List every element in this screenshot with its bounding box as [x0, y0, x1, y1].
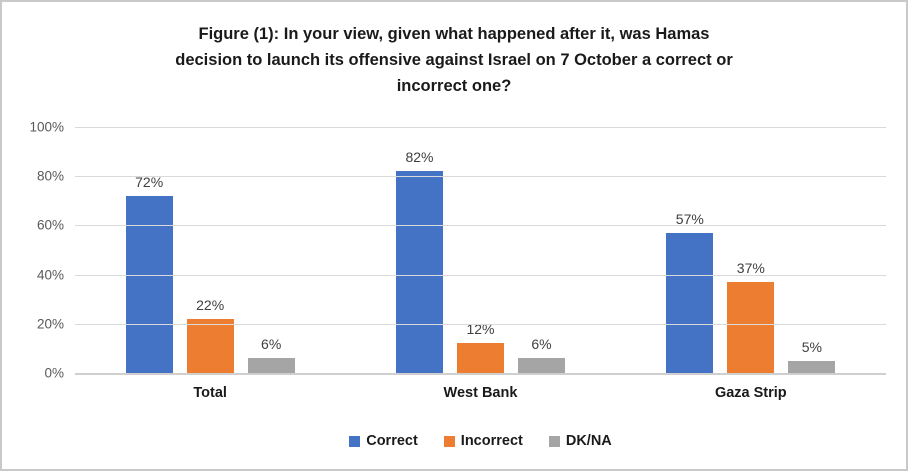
bar-correct: 57% — [666, 211, 714, 373]
bar-value-label: 12% — [466, 321, 495, 338]
gridline — [75, 176, 886, 177]
bar-value-label: 5% — [801, 338, 822, 355]
legend-item: DK/NA — [548, 433, 612, 449]
bar-dk-na: 5% — [788, 339, 836, 373]
gridline — [75, 275, 886, 276]
legend: Correct Incorrect DK/NA — [75, 433, 886, 449]
chart-title-line-1: Figure (1): In your view, given what hap… — [198, 25, 710, 43]
bar-value-label: 22% — [196, 296, 225, 313]
y-axis-tick-label: 60% — [36, 217, 64, 233]
bar-group: 57% 37% 5% — [616, 127, 886, 373]
gridline — [75, 225, 886, 226]
legend-marker-icon — [349, 435, 361, 447]
bar-incorrect: 22% — [186, 297, 234, 373]
y-axis-tick-label: 0% — [44, 365, 64, 381]
bar-value-label: 6% — [261, 336, 282, 353]
bar-incorrect: 12% — [456, 321, 504, 373]
chart-title: Figure (1): In your view, given what hap… — [2, 21, 906, 99]
bar-group: 72% 22% 6% — [75, 127, 345, 373]
legend-label: Correct — [366, 433, 418, 449]
gridline — [75, 127, 886, 128]
bar-value-label: 37% — [736, 259, 765, 276]
bar-dk-na: 6% — [247, 336, 295, 373]
y-axis-tick-label: 100% — [29, 119, 64, 135]
category-label: Total — [193, 385, 227, 401]
y-axis-tick-label: 20% — [36, 316, 64, 332]
bar-group: 82% 12% 6% — [345, 127, 615, 373]
bar-correct: 72% — [125, 174, 173, 373]
bar-value-label: 57% — [675, 210, 704, 227]
bars-row: 72% 22% 6% 82% 12% 6% 57% 37% 5% — [75, 127, 886, 373]
bar-incorrect: 37% — [727, 260, 775, 373]
bar-dk-na: 6% — [517, 336, 565, 373]
legend-marker-icon — [443, 435, 455, 447]
legend-item: Incorrect — [443, 433, 523, 449]
plot-area: 72% 22% 6% 82% 12% 6% 57% 37% 5% — [75, 127, 886, 375]
chart-title-line-3: incorrect one? — [396, 77, 512, 95]
bar-value-label: 82% — [405, 149, 434, 166]
x-axis: Total West Bank Gaza Strip — [75, 385, 886, 401]
category-label: Gaza Strip — [714, 385, 787, 401]
legend-label: DK/NA — [565, 433, 612, 449]
bar-correct: 82% — [395, 149, 443, 373]
legend-label: Incorrect — [460, 433, 523, 449]
legend-marker-icon — [548, 435, 560, 447]
category-label: West Bank — [443, 385, 518, 401]
bar-value-label: 72% — [135, 173, 164, 190]
gridline — [75, 324, 886, 325]
chart-title-line-2: decision to launch its offensive against… — [175, 51, 733, 69]
legend-item: Correct — [349, 433, 418, 449]
y-axis-tick-label: 40% — [36, 267, 64, 283]
y-axis: 0% 20% 40% 60% 80% 100% — [6, 120, 64, 381]
bar-value-label: 6% — [531, 336, 552, 353]
y-axis-tick-label: 80% — [36, 168, 64, 184]
